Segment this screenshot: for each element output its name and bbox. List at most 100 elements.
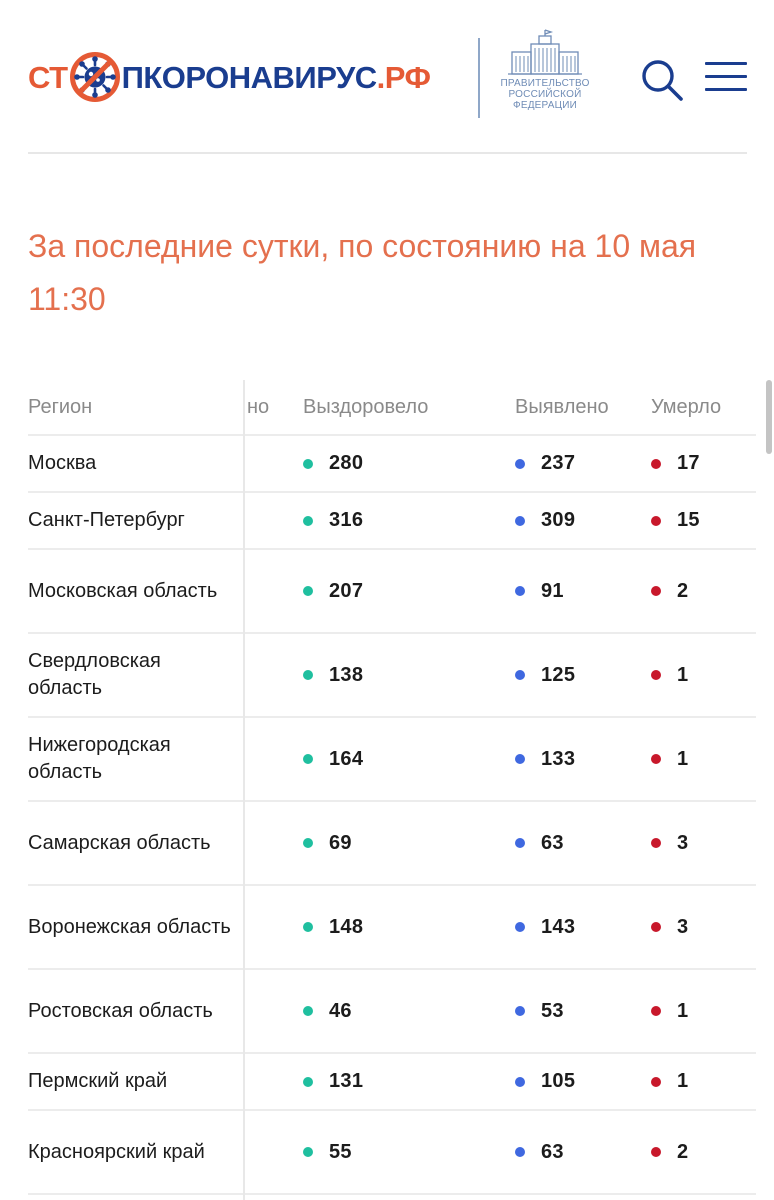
died-dot-icon xyxy=(651,1076,661,1087)
recovered-value: 207 xyxy=(329,579,364,602)
detected-value: 133 xyxy=(541,747,576,770)
detected-value: 125 xyxy=(541,663,576,686)
died-value: 2 xyxy=(677,579,689,602)
detected-cell: 143 xyxy=(515,885,651,970)
died-cell: 3 xyxy=(651,801,756,886)
table-row: Московская область 207 91 2 xyxy=(28,549,756,634)
detected-cell: 91 xyxy=(515,549,651,634)
died-cell: 2 xyxy=(651,1110,756,1195)
recovered-value: 69 xyxy=(329,831,352,854)
recovered-dot-icon xyxy=(303,458,313,469)
column-header-recovered[interactable]: Выздоровело xyxy=(303,380,515,436)
region-cell: Красноярский край xyxy=(28,1110,244,1195)
column-header-region[interactable]: Регион xyxy=(28,380,244,436)
region-cell: Московская область xyxy=(28,549,244,634)
died-cell: 1 xyxy=(651,717,756,802)
search-icon xyxy=(642,60,683,101)
recovered-value: 164 xyxy=(329,747,364,770)
region-cell: Воронежская область xyxy=(28,885,244,970)
died-cell: 3 xyxy=(651,885,756,970)
detected-value: 63 xyxy=(541,1140,564,1163)
detected-value: 237 xyxy=(541,452,576,475)
detected-dot-icon xyxy=(515,1006,525,1017)
detected-dot-icon xyxy=(515,1147,525,1158)
column-header-partial[interactable]: но xyxy=(244,380,303,436)
died-value: 17 xyxy=(677,452,700,475)
died-dot-icon xyxy=(651,1147,661,1158)
recovered-dot-icon xyxy=(303,1147,313,1158)
government-emblem[interactable]: ПРАВИТЕЛЬСТВО РОССИЙСКОЙ ФЕДЕРАЦИИ xyxy=(497,28,593,118)
died-value: 1 xyxy=(677,1070,689,1093)
detected-dot-icon xyxy=(515,922,525,933)
recovered-value: 316 xyxy=(329,509,364,532)
died-dot-icon xyxy=(651,586,661,597)
table-row: Красноярский край 55 63 2 xyxy=(28,1110,756,1195)
logo-text-st: СТ xyxy=(28,59,68,95)
region-name: Московская область xyxy=(28,579,218,602)
recovered-cell: 131 xyxy=(303,1053,515,1111)
died-dot-icon xyxy=(651,515,661,526)
died-cell: 15 xyxy=(651,492,756,550)
government-building-icon xyxy=(508,29,582,75)
vertical-scrollbar[interactable] xyxy=(766,380,772,454)
detected-cell: 63 xyxy=(515,801,651,886)
died-value: 1 xyxy=(677,747,689,770)
hamburger-menu-icon-bar xyxy=(705,75,747,78)
detected-dot-icon xyxy=(515,515,525,526)
table-row: Ростовская область 46 53 1 xyxy=(28,969,756,1054)
region-name: Свердловская область xyxy=(28,650,161,699)
recovered-dot-icon xyxy=(303,1006,313,1017)
died-dot-icon xyxy=(651,670,661,681)
table-row: Москва 280 237 17 xyxy=(28,435,756,493)
header-divider xyxy=(478,38,480,118)
frozen-column-divider xyxy=(243,380,245,1200)
died-dot-icon xyxy=(651,922,661,933)
regions-table-container[interactable]: Регион но Выздоровело Выявлено Умерло Мо… xyxy=(28,380,756,1200)
detected-cell: 63 xyxy=(515,1110,651,1195)
site-header: СТ xyxy=(0,0,774,154)
recovered-cell: 316 xyxy=(303,492,515,550)
recovered-cell: 138 xyxy=(303,633,515,718)
crossed-out-virus-icon xyxy=(69,52,120,102)
partial-cell xyxy=(244,969,303,1054)
recovered-cell: 69 xyxy=(303,801,515,886)
partial-cell xyxy=(244,435,303,493)
died-cell: 1 xyxy=(651,969,756,1054)
column-header-detected[interactable]: Выявлено xyxy=(515,380,651,436)
region-name: Пермский край xyxy=(28,1070,168,1092)
recovered-cell: 148 xyxy=(303,885,515,970)
site-logo[interactable]: СТ xyxy=(28,48,431,106)
partial-cell xyxy=(244,1053,303,1111)
region-cell: Нижегородская область xyxy=(28,717,244,802)
detected-value: 91 xyxy=(541,579,564,602)
recovered-cell: 164 xyxy=(303,717,515,802)
died-value: 3 xyxy=(677,915,689,938)
recovered-value: 55 xyxy=(329,1140,352,1163)
recovered-dot-icon xyxy=(303,670,313,681)
header-divider-line xyxy=(28,152,747,154)
detected-value: 53 xyxy=(541,999,564,1022)
region-name: Нижегородская область xyxy=(28,734,171,783)
detected-dot-icon xyxy=(515,1076,525,1087)
partial-cell xyxy=(244,801,303,886)
column-header-died[interactable]: Умерло xyxy=(651,380,756,436)
detected-value: 105 xyxy=(541,1070,576,1093)
partial-cell xyxy=(244,549,303,634)
died-dot-icon xyxy=(651,754,661,765)
detected-cell: 309 xyxy=(515,492,651,550)
died-cell: 17 xyxy=(651,435,756,493)
partial-cell xyxy=(244,1110,303,1195)
region-cell: Москва xyxy=(28,435,244,493)
died-value: 3 xyxy=(677,831,689,854)
menu-button[interactable] xyxy=(705,62,749,96)
region-cell: Свердловская область xyxy=(28,633,244,718)
region-name: Красноярский край xyxy=(28,1140,205,1163)
recovered-value: 148 xyxy=(329,915,364,938)
stats-headline: За последние сутки, по состоянию на 10 м… xyxy=(28,228,697,317)
logo-text-koronavirus: ПКОРОНАВИРУС xyxy=(121,59,378,95)
search-button[interactable] xyxy=(640,58,684,102)
logo-text-rf: .РФ xyxy=(376,59,431,95)
government-label: ПРАВИТЕЛЬСТВО РОССИЙСКОЙ ФЕДЕРАЦИИ xyxy=(500,78,590,111)
detected-cell: 133 xyxy=(515,717,651,802)
detected-value: 309 xyxy=(541,509,576,532)
